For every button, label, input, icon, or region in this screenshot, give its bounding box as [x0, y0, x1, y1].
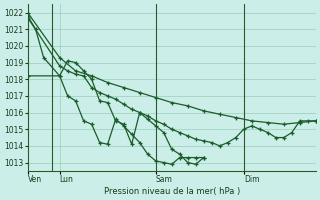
X-axis label: Pression niveau de la mer( hPa ): Pression niveau de la mer( hPa ) [104, 187, 240, 196]
